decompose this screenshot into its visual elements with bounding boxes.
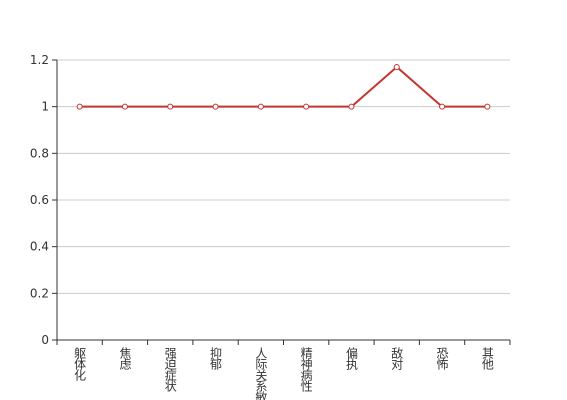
y-tick-label: 0.6 (30, 193, 49, 207)
point (303, 103, 310, 110)
point (393, 64, 400, 70)
x-tick-label: 强迫症状 (163, 347, 177, 392)
x-tick-label: 焦虑 (118, 347, 132, 370)
point (167, 103, 174, 110)
point (348, 103, 355, 110)
y-tick-label: 0.4 (30, 240, 49, 254)
y-tick-label: 0 (41, 333, 49, 347)
x-tick-label: 敌对 (390, 346, 404, 370)
point (484, 103, 491, 110)
point (439, 103, 446, 110)
point (121, 103, 128, 110)
x-tick-label: 人际关系敏感 (254, 347, 268, 400)
x-tick-label: 恐怖 (435, 347, 449, 370)
y-tick-label: 0.2 (30, 286, 49, 300)
x-tick-label: 其他 (480, 347, 494, 370)
point (212, 103, 219, 110)
line (79, 65, 488, 108)
point (257, 103, 264, 110)
point (76, 103, 83, 110)
x-tick-label: 精神病性 (299, 347, 313, 393)
y-tick-label: 1 (41, 100, 49, 114)
x-tick-label: 抑郁 (209, 346, 223, 371)
y-tick-label: 0.8 (30, 146, 49, 160)
x-tick-label: 躯体化 (73, 346, 87, 382)
x-tick-label: 偏执 (344, 346, 358, 371)
y-tick-label: 1.2 (30, 53, 49, 67)
